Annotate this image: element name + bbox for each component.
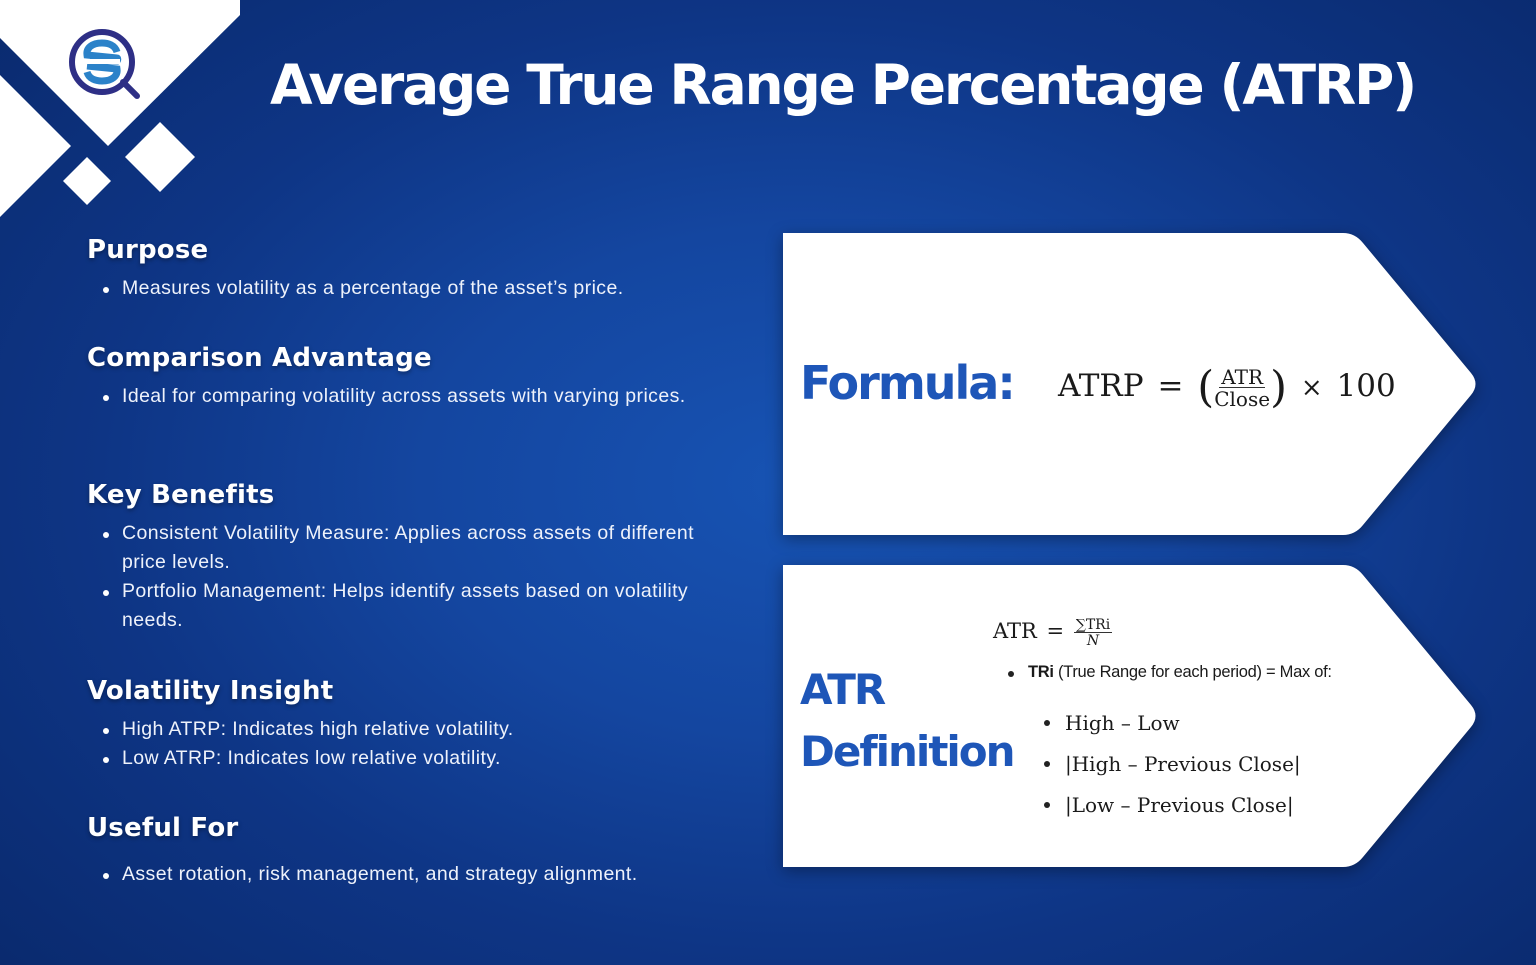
atrp-formula: ATRP = ( ATR Close ) × 100: [1058, 361, 1396, 413]
bullet-dot: [1044, 802, 1050, 808]
list-item: |Low – Previous Close|: [1044, 785, 1301, 826]
list-item: Asset rotation, risk management, and str…: [103, 860, 638, 889]
bullet-dot: [1044, 761, 1050, 767]
page-title: Average True Range Percentage (ATRP): [270, 53, 1417, 117]
formula-card: Formula: ATRP = ( ATR Close ) × 100: [783, 233, 1483, 535]
atr-fraction: ∑TRi N: [1073, 616, 1113, 649]
fraction-numerator: ATR: [1219, 364, 1266, 389]
bullet-list: Asset rotation, risk management, and str…: [87, 860, 638, 889]
formula-lhs: ATRP: [1058, 368, 1144, 404]
tri-description: TRi (True Range for each period) = Max o…: [1008, 663, 1332, 682]
label-line-2: Definition: [800, 727, 1016, 776]
close-paren: ): [1270, 362, 1287, 413]
tri-text: (True Range for each period) = Max of:: [1053, 663, 1332, 681]
atr-formula: ATR = ∑TRi N: [993, 611, 1113, 651]
arrow-card-shape: [783, 565, 1476, 867]
bullet-dot: [1044, 720, 1050, 726]
section-heading: Key Benefits: [87, 480, 275, 510]
fraction: ATR Close: [1214, 367, 1270, 409]
tri-term: TRi: [1028, 663, 1054, 681]
multiplier: 100: [1336, 368, 1396, 404]
max-of-list: High – Low |High – Previous Close| |Low …: [1044, 703, 1301, 826]
atr-equals: =: [1046, 619, 1065, 643]
times-symbol: ×: [1300, 373, 1323, 403]
section-comparison-advantage: Comparison Advantage Ideal for comparing…: [87, 338, 686, 411]
bullet-list: High ATRP: Indicates high relative volat…: [87, 715, 514, 773]
option-text: High – Low: [1065, 711, 1180, 735]
section-volatility-insight: Volatility Insight High ATRP: Indicates …: [87, 671, 514, 773]
atr-lhs: ATR: [993, 619, 1037, 643]
section-heading: Comparison Advantage: [87, 343, 432, 373]
list-item: High ATRP: Indicates high relative volat…: [103, 715, 514, 744]
label-line-1: ATR: [800, 665, 886, 714]
small-diamond-shape: [63, 157, 111, 205]
bullet-list: Ideal for comparing volatility across as…: [87, 382, 686, 411]
list-item: High – Low: [1044, 703, 1301, 744]
arrow-card-shape: [783, 233, 1476, 535]
list-item: Portfolio Management: Helps identify ass…: [103, 577, 727, 635]
bullet-dot: [1008, 671, 1014, 677]
list-item: Consistent Volatility Measure: Applies a…: [103, 519, 727, 577]
section-useful-for: Useful For Asset rotation, risk manageme…: [87, 808, 638, 889]
bullet-list: Consistent Volatility Measure: Applies a…: [87, 519, 727, 635]
list-item: Ideal for comparing volatility across as…: [103, 382, 686, 411]
atr-numerator: ∑TRi: [1073, 616, 1113, 633]
corner-white-triangle: [0, 75, 71, 217]
formula-label: Formula:: [800, 356, 1016, 410]
list-item: |High – Previous Close|: [1044, 744, 1301, 785]
fraction-denominator: Close: [1214, 386, 1271, 411]
option-text: |Low – Previous Close|: [1065, 793, 1294, 817]
section-heading: Volatility Insight: [87, 676, 334, 706]
sum-symbol: ∑: [1075, 616, 1086, 633]
open-paren: (: [1197, 362, 1215, 413]
list-item: Low ATRP: Indicates low relative volatil…: [103, 744, 514, 773]
atr-denominator: N: [1086, 632, 1100, 649]
bullet-list: Measures volatility as a percentage of t…: [87, 274, 624, 303]
section-heading: Purpose: [87, 235, 209, 265]
sq-magnifier-logo-icon: [69, 29, 140, 99]
atr-definition-card: ATR Definition ATR = ∑TRi N TRi (True Ra…: [783, 565, 1483, 867]
large-diamond-shape: [125, 122, 195, 192]
list-item: Measures volatility as a percentage of t…: [103, 274, 624, 303]
formula-equals: =: [1157, 368, 1184, 404]
option-text: |High – Previous Close|: [1065, 752, 1301, 776]
sum-term: TRi: [1085, 616, 1111, 633]
atr-definition-label: ATR Definition: [800, 659, 1016, 783]
section-purpose: Purpose Measures volatility as a percent…: [87, 230, 624, 303]
section-heading: Useful For: [87, 813, 239, 843]
section-key-benefits: Key Benefits Consistent Volatility Measu…: [87, 475, 727, 635]
